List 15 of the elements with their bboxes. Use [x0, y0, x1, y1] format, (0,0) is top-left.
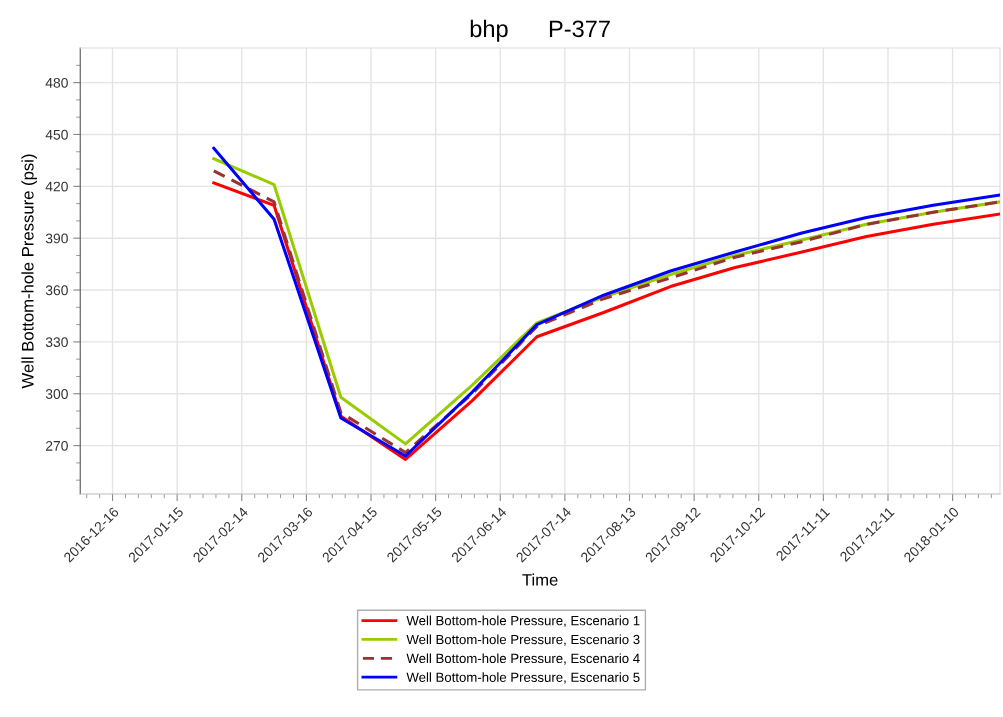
y-tick-label: 360 — [45, 285, 68, 296]
y-tick-label: 450 — [45, 129, 68, 140]
chart-title: bhp P-377 — [470, 19, 610, 42]
y-tick-label: 270 — [45, 440, 68, 451]
y-tick-label: 300 — [45, 389, 68, 399]
legend-label: Well Bottom-hole Pressure, Escenario 1 — [406, 615, 640, 627]
legend-label: Well Bottom-hole Pressure, Escenario 4 — [406, 653, 640, 665]
legend-label: Well Bottom-hole Pressure, Escenario 5 — [406, 672, 640, 684]
y-tick-label: 420 — [45, 181, 68, 192]
x-axis-title: Time — [522, 573, 558, 586]
y-tick-label: 330 — [45, 337, 68, 348]
y-tick-label: 390 — [45, 233, 68, 244]
y-axis-title: Well Bottom-hole Pressure (psi) — [21, 154, 37, 389]
y-tick-label: 480 — [45, 77, 68, 88]
legend-label: Well Bottom-hole Pressure, Escenario 3 — [406, 634, 640, 646]
